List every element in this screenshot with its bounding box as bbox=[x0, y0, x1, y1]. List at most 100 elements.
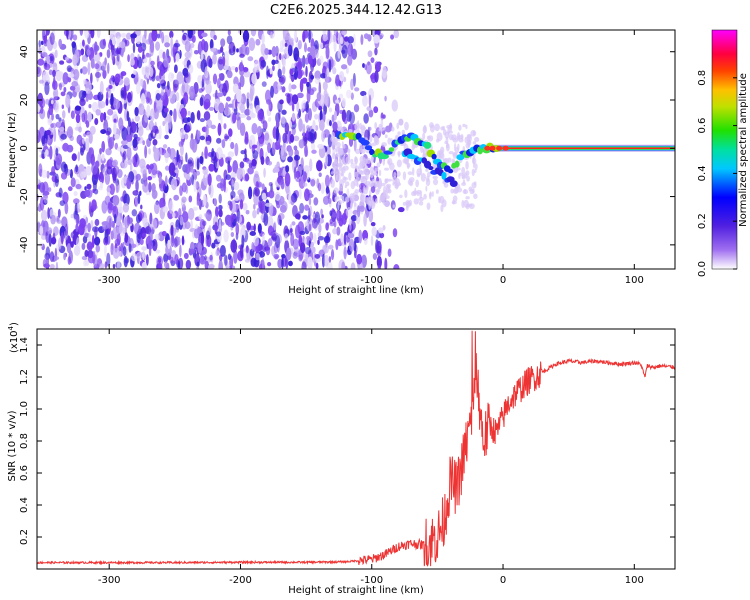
noise-speckle bbox=[189, 248, 196, 254]
noise-speckle bbox=[290, 84, 297, 90]
noise-speckle bbox=[78, 223, 85, 236]
noise-speckle bbox=[170, 36, 173, 51]
noise-speckle bbox=[353, 104, 360, 113]
noise-speckle bbox=[236, 167, 243, 180]
noise-speckle bbox=[86, 131, 92, 137]
noise-speckle bbox=[314, 70, 321, 80]
noise-speckle bbox=[429, 124, 435, 133]
noise-speckle bbox=[416, 189, 422, 195]
noise-speckle bbox=[363, 113, 369, 124]
noise-speckle bbox=[142, 250, 145, 261]
noise-speckle bbox=[120, 48, 124, 58]
noise-speckle bbox=[294, 149, 299, 157]
noise-speckle bbox=[204, 66, 209, 79]
noise-speckle bbox=[277, 82, 281, 92]
noise-speckle bbox=[370, 235, 374, 247]
noise-speckle bbox=[348, 172, 352, 181]
noise-speckle bbox=[356, 205, 361, 218]
noise-speckle bbox=[44, 63, 51, 71]
noise-speckle bbox=[339, 195, 345, 199]
noise-speckle bbox=[153, 201, 160, 215]
noise-speckle bbox=[344, 184, 348, 189]
noise-speckle bbox=[341, 97, 346, 108]
noise-speckle bbox=[163, 152, 170, 159]
noise-speckle bbox=[173, 43, 181, 48]
noise-speckle bbox=[350, 215, 358, 222]
noise-speckle bbox=[168, 200, 174, 214]
noise-speckle bbox=[67, 73, 75, 78]
noise-speckle bbox=[448, 151, 454, 155]
colorbar: 0.0 0.2 0.4 0.6 0.8 Normalized spectral ampl… bbox=[697, 29, 749, 277]
noise-speckle bbox=[53, 102, 59, 111]
noise-speckle bbox=[100, 129, 107, 134]
noise-speckle bbox=[234, 66, 239, 73]
noise-speckle bbox=[149, 42, 155, 57]
noise-speckle bbox=[187, 110, 191, 116]
noise-speckle bbox=[257, 125, 263, 137]
noise-speckle bbox=[384, 257, 388, 269]
noise-speckle bbox=[214, 221, 218, 235]
noise-speckle bbox=[274, 59, 279, 64]
noise-speckle bbox=[328, 107, 333, 113]
noise-speckle bbox=[357, 166, 361, 171]
noise-speckle bbox=[161, 230, 167, 237]
noise-speckle bbox=[397, 150, 401, 157]
noise-speckle bbox=[339, 36, 344, 45]
noise-speckle bbox=[438, 149, 444, 159]
noise-speckle bbox=[378, 227, 384, 234]
noise-speckle bbox=[208, 264, 215, 269]
noise-speckle bbox=[49, 264, 55, 269]
noise-speckle bbox=[264, 157, 271, 166]
noise-speckle bbox=[246, 159, 253, 164]
noise-speckle bbox=[338, 186, 343, 192]
noise-speckle bbox=[273, 221, 277, 231]
y-tick-label: 20 bbox=[19, 94, 30, 107]
noise-speckle bbox=[131, 252, 138, 262]
noise-speckle bbox=[66, 126, 74, 139]
noise-speckle bbox=[337, 48, 341, 59]
noise-speckle bbox=[218, 73, 222, 78]
noise-speckle bbox=[155, 75, 160, 82]
noise-speckle bbox=[124, 257, 130, 264]
noise-speckle bbox=[281, 109, 287, 115]
noise-speckle bbox=[101, 140, 106, 153]
noise-speckle bbox=[284, 42, 288, 48]
noise-speckle bbox=[247, 56, 254, 62]
noise-speckle bbox=[355, 148, 361, 155]
noise-speckle bbox=[135, 179, 139, 192]
noise-speckle bbox=[126, 146, 132, 160]
noise-speckle bbox=[373, 106, 379, 114]
noise-speckle bbox=[435, 189, 439, 194]
noise-speckle bbox=[205, 211, 211, 220]
noise-speckle bbox=[452, 195, 458, 203]
noise-speckle bbox=[120, 32, 127, 38]
noise-speckle bbox=[466, 175, 470, 182]
noise-speckle bbox=[118, 117, 124, 130]
noise-speckle bbox=[335, 141, 341, 149]
noise-speckle bbox=[218, 209, 223, 218]
noise-speckle bbox=[179, 216, 184, 226]
noise-speckle bbox=[139, 190, 142, 196]
noise-speckle bbox=[179, 244, 182, 258]
noise-speckle bbox=[144, 145, 148, 159]
noise-speckle bbox=[462, 123, 466, 128]
noise-speckle bbox=[471, 182, 477, 189]
noise-speckle bbox=[378, 123, 383, 130]
noise-speckle bbox=[220, 38, 226, 47]
noise-speckle bbox=[275, 127, 280, 141]
noise-speckle bbox=[38, 79, 44, 84]
noise-speckle bbox=[434, 123, 440, 132]
noise-speckle bbox=[343, 118, 348, 125]
noise-speckle bbox=[234, 142, 239, 157]
x-tick-label: -200 bbox=[229, 275, 252, 286]
noise-speckle bbox=[254, 59, 261, 73]
noise-speckle bbox=[47, 207, 50, 219]
noise-speckle bbox=[302, 171, 307, 182]
noise-speckle bbox=[181, 196, 187, 203]
noise-speckle bbox=[155, 249, 161, 254]
noise-speckle bbox=[306, 89, 311, 103]
noise-speckle bbox=[140, 78, 144, 87]
noise-speckle bbox=[139, 238, 144, 246]
noise-speckle bbox=[72, 34, 78, 41]
